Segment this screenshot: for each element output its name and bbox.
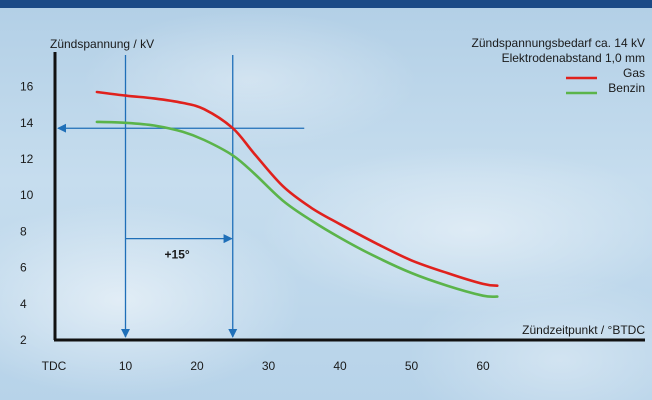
legend-label-gas: Gas bbox=[623, 66, 645, 80]
x-tick-label: 40 bbox=[333, 359, 347, 373]
series-line-benzin bbox=[95, 120, 499, 299]
y-tick-label: 4 bbox=[20, 297, 27, 311]
x-tick-label: 50 bbox=[405, 359, 419, 373]
y-tick-label: 10 bbox=[20, 188, 34, 202]
y-tick-label: 2 bbox=[20, 333, 27, 347]
x-tick-label: 30 bbox=[262, 359, 276, 373]
x-tick-label: 60 bbox=[476, 359, 490, 373]
y-tick-label: 6 bbox=[20, 261, 27, 275]
y-axis-label: Zündspannung / kV bbox=[50, 37, 154, 51]
y-tick-label: 12 bbox=[20, 152, 34, 166]
x-tick-label: TDC bbox=[42, 359, 67, 373]
info-line-2: Elektrodenabstand 1,0 mm bbox=[502, 51, 645, 65]
y-tick-labels: 2 4 6 8 10 12 14 16 bbox=[20, 80, 34, 347]
info-line-1: Zündspannungsbedarf ca. 14 kV bbox=[472, 36, 645, 50]
shift-label: +15° bbox=[165, 248, 190, 262]
x-tick-labels: TDC 10 20 30 40 50 60 bbox=[42, 359, 490, 373]
top-bar bbox=[0, 0, 652, 8]
y-tick-label: 16 bbox=[20, 80, 34, 94]
series-lines bbox=[95, 90, 499, 299]
x-tick-label: 20 bbox=[190, 359, 204, 373]
y-tick-label: 14 bbox=[20, 116, 34, 130]
series-line-gas bbox=[95, 90, 499, 287]
legend-label-benzin: Benzin bbox=[608, 81, 645, 95]
x-axis-label: Zündzeitpunkt / °BTDC bbox=[522, 323, 645, 337]
axes bbox=[53, 52, 645, 342]
x-tick-label: 10 bbox=[119, 359, 133, 373]
annotations: +15° bbox=[57, 55, 305, 338]
y-tick-label: 8 bbox=[20, 224, 27, 238]
